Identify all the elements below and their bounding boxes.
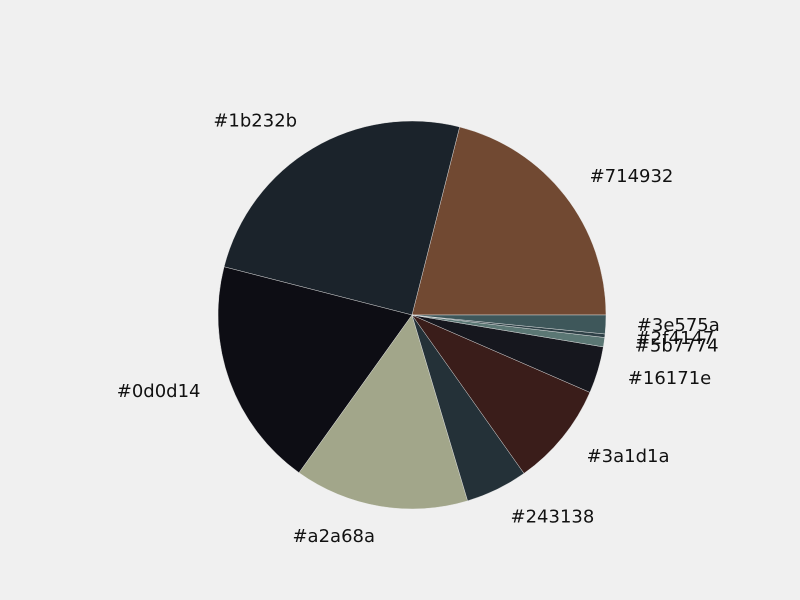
pie-slice bbox=[217, 266, 413, 473]
pie-slice bbox=[298, 314, 468, 510]
pie-slice bbox=[411, 314, 591, 474]
pie-slice bbox=[223, 120, 460, 316]
slice-label: #243138 bbox=[511, 506, 595, 527]
pie-slice bbox=[411, 126, 607, 316]
slice-label: #2f4147 bbox=[636, 328, 715, 349]
slice-label: #a2a68a bbox=[292, 526, 375, 547]
slice-label: #714932 bbox=[590, 166, 674, 187]
pie-labels: #714932 #1b232b #0d0d14 #a2a68a #243138 #3a1d… bbox=[117, 111, 720, 548]
pie-slice bbox=[411, 314, 607, 335]
pie-slices bbox=[217, 120, 607, 510]
slice-label: #5b7774 bbox=[635, 336, 719, 357]
slice-label: #1b232b bbox=[213, 111, 297, 132]
slice-label: #0d0d14 bbox=[117, 381, 201, 402]
slice-label: #3a1d1a bbox=[587, 446, 670, 467]
slice-label: #16171e bbox=[628, 368, 711, 389]
slice-label: #3e575a bbox=[637, 315, 720, 336]
